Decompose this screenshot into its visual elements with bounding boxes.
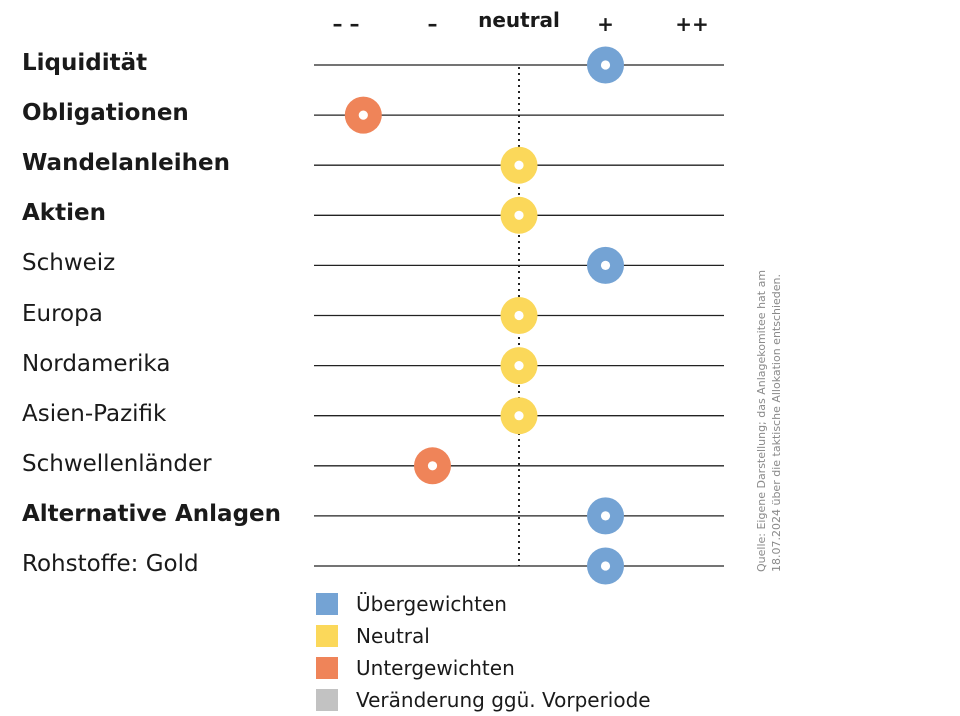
marker-overweight xyxy=(587,246,624,284)
legend-swatch-underweight xyxy=(316,657,338,679)
marker-neutral xyxy=(500,397,538,435)
marker-center xyxy=(358,110,368,120)
category-label: Nordamerika xyxy=(22,350,171,377)
marker-center xyxy=(514,361,524,371)
category-label: Europa xyxy=(22,300,103,327)
legend-label-neutral: Neutral xyxy=(356,624,430,648)
category-label: Obligationen xyxy=(22,100,189,127)
marker-center xyxy=(600,511,611,521)
marker-center xyxy=(514,210,524,220)
category-label: Asien-Pazifik xyxy=(22,400,167,427)
scale-label: neutral xyxy=(478,8,560,32)
category-label: Aktien xyxy=(22,200,106,227)
category-label: Schweiz xyxy=(22,250,116,277)
marker-center xyxy=(514,411,524,421)
marker-neutral xyxy=(500,297,538,334)
legend-label-underweight: Untergewichten xyxy=(356,656,515,680)
marker-center xyxy=(514,310,524,321)
legend-swatch-change xyxy=(316,689,338,711)
marker-center xyxy=(514,160,524,170)
category-label: Schwellenländer xyxy=(22,450,212,477)
legend-item-overweight: Übergewichten xyxy=(316,588,651,620)
category-label: Wandelanleihen xyxy=(22,150,230,177)
legend-item-change: Veränderung ggü. Vorperiode xyxy=(316,684,651,716)
marker-underweight xyxy=(414,447,451,485)
marker-underweight xyxy=(344,96,382,134)
marker-overweight xyxy=(587,547,624,585)
legend-swatch-overweight xyxy=(316,593,338,615)
legend-item-neutral: Neutral xyxy=(316,620,651,652)
markers xyxy=(344,46,624,585)
scale-label: + xyxy=(597,12,614,36)
marker-center xyxy=(600,260,611,270)
legend-label-overweight: Übergewichten xyxy=(356,592,507,616)
marker-center xyxy=(600,561,611,571)
source-note: Quelle: Eigene Darstellung; das Anlageko… xyxy=(755,269,783,572)
scale-label: – xyxy=(427,12,438,36)
marker-overweight xyxy=(587,497,624,535)
legend-swatch-neutral xyxy=(316,625,338,647)
category-label: Rohstoffe: Gold xyxy=(22,551,199,577)
marker-center xyxy=(600,60,611,70)
marker-neutral xyxy=(500,196,538,234)
marker-neutral xyxy=(500,146,538,184)
legend-label-change: Veränderung ggü. Vorperiode xyxy=(356,688,651,712)
scale-label: – – xyxy=(332,12,360,36)
legend: Übergewichten Neutral Untergewichten Ver… xyxy=(316,588,651,716)
category-label: Alternative Anlagen xyxy=(22,500,282,527)
category-label: Liquidität xyxy=(22,50,148,76)
scale-label: ++ xyxy=(675,12,709,36)
marker-center xyxy=(427,461,438,471)
marker-overweight xyxy=(587,46,624,84)
legend-item-underweight: Untergewichten xyxy=(316,652,651,684)
marker-neutral xyxy=(500,347,538,385)
